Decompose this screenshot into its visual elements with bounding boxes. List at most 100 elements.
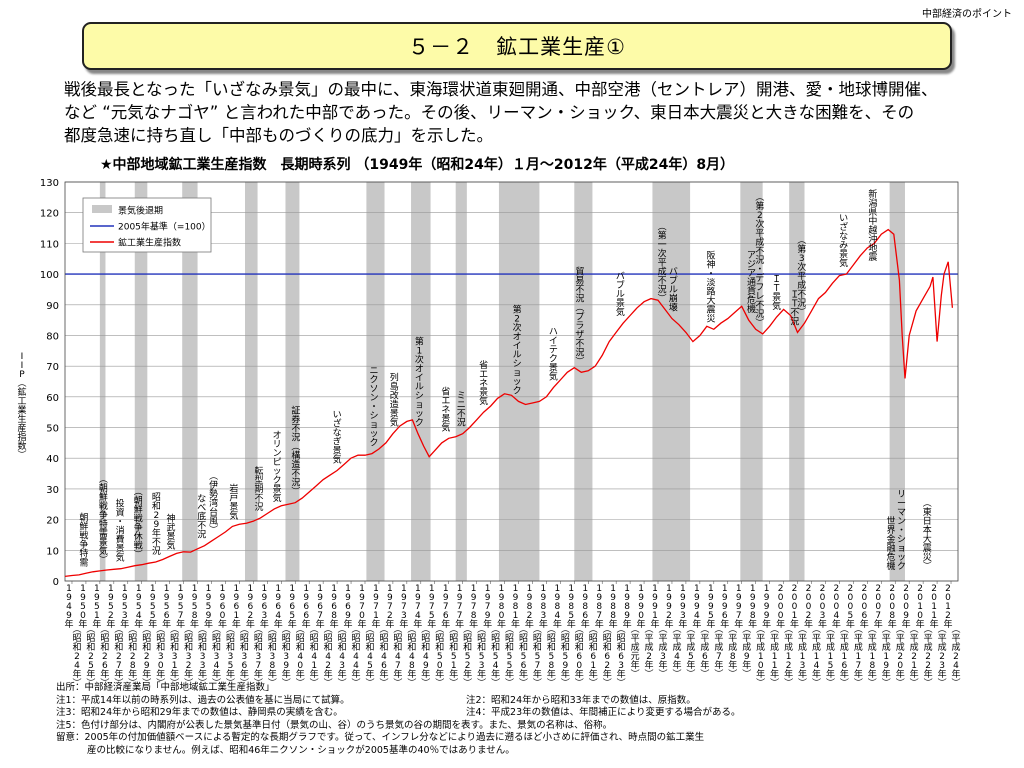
annotation-label-char: 第 [755, 200, 764, 212]
y-tick-label: 50 [46, 424, 59, 435]
annotation-label-char: 淡 [707, 277, 716, 288]
annotation-label-char: 景 [772, 292, 781, 303]
x-tick-era-char: 平 [896, 633, 905, 644]
x-tick-era-char: 平 [952, 633, 961, 644]
x-tick-year-char: 0 [847, 602, 853, 612]
annotation-label-char: い [333, 411, 342, 421]
x-tick-era-char: 8 [549, 661, 555, 671]
x-tick-year-char: 4 [415, 611, 421, 621]
x-tick-era-char: 3 [618, 661, 624, 671]
x-tick-era-char: ︶ [938, 678, 947, 682]
x-tick-era-char: 年 [491, 668, 500, 680]
x-tick-era-char: ︵ [519, 625, 528, 635]
x-tick-era-char: ︵ [798, 625, 807, 635]
x-tick-era-char: 0 [897, 661, 903, 671]
annotation-label-char: 伊 [209, 479, 218, 491]
x-tick-era-char: ︶ [798, 678, 807, 682]
annotation-label-char: 不 [457, 409, 466, 420]
annotation-label-char: 証 [291, 405, 300, 417]
x-tick-era-char: 成 [631, 641, 640, 653]
x-tick-era-char: ︶ [379, 678, 388, 682]
x-tick-era-char: 年 [324, 668, 333, 680]
annotation-label-char: ・ [755, 265, 764, 275]
annotation-label-char: 路 [707, 285, 716, 297]
x-tick-year-char: 1 [917, 602, 923, 612]
x-tick-era-char: 1 [772, 652, 778, 662]
x-tick-era-char: ︵ [491, 625, 500, 635]
x-tick-year-char: 4 [694, 611, 700, 621]
x-tick-era-char: 和 [519, 642, 528, 653]
annotation-label-char: 通 [747, 277, 756, 288]
x-tick-year-char: 2 [945, 584, 951, 594]
annotation-label-char: 戸 [229, 492, 238, 503]
x-tick-year-char: 9 [527, 593, 533, 603]
x-tick-era-char: 平 [728, 633, 737, 644]
x-tick-era-char: 和 [310, 642, 319, 653]
x-tick-year-char: 0 [499, 611, 505, 621]
annotation-label-char: ザ [575, 329, 584, 340]
x-tick-year-char: 1 [582, 584, 588, 594]
annotation-label-char: 争 [99, 509, 108, 521]
x-tick-year-char: 4 [136, 611, 142, 621]
annotation-label-char: 気 [99, 545, 108, 557]
x-tick-year-char: 5 [136, 602, 142, 612]
x-tick-era-char: 年 [826, 668, 835, 680]
annotation-label-char: 気 [116, 552, 125, 564]
x-tick-era-char: 昭 [561, 633, 570, 644]
annotation-label-char: 危 [747, 294, 756, 306]
x-tick-year-char: 年 [316, 618, 325, 630]
x-tick-year-char: 年 [930, 618, 939, 630]
x-tick-era-char: ︶ [645, 669, 654, 680]
x-tick-era-char: 平 [798, 633, 807, 644]
x-tick-era-char: ︶ [840, 678, 849, 682]
x-tick-year-char: 年 [553, 618, 562, 630]
page-title-box: ５－２ 鉱工業生産① [82, 22, 952, 70]
x-tick-year-char: 9 [331, 593, 337, 603]
x-tick-era-char: 7 [855, 661, 861, 671]
x-tick-year-char: 2 [778, 584, 784, 594]
x-tick-year-char: 9 [289, 593, 295, 603]
x-tick-era-char: 昭 [282, 633, 291, 644]
x-tick-era-char: 平 [854, 633, 863, 644]
y-axis-label-char: 鉱 [17, 386, 26, 398]
annotation-label: いざなみ景気 [839, 214, 848, 269]
x-tick-era-char: 和 [240, 642, 249, 653]
x-tick-era-char: ︵ [72, 625, 81, 635]
annotation-label-char: 資 [116, 507, 125, 519]
recession-band [789, 182, 805, 581]
x-tick-year-char: 8 [582, 602, 588, 612]
x-tick-era-char: ︵ [421, 625, 430, 635]
x-tick-era-char: ︶ [212, 678, 221, 682]
x-tick-year-char: 2 [108, 611, 114, 621]
x-tick-year-char: 年 [232, 618, 241, 630]
x-tick-year-char: 1 [527, 584, 533, 594]
x-tick-year-char: 8 [554, 602, 560, 612]
x-tick-year-char: 1 [387, 584, 393, 594]
x-tick-year-char: 2 [889, 584, 895, 594]
annotation-label-char: シ [897, 535, 906, 545]
annotation-label-char: ア [747, 251, 756, 261]
x-tick-year-char: 0 [917, 611, 923, 621]
x-tick-year-char: 6 [345, 602, 351, 612]
annotation-label-char: 武 [167, 521, 176, 533]
x-tick-year-char: 0 [903, 593, 909, 603]
annotation-label-char: 特 [99, 518, 108, 530]
x-tick-era-char: ︶ [198, 678, 207, 682]
x-tick-era-char: 和 [296, 642, 305, 653]
x-tick-era-char: 7 [535, 661, 541, 671]
x-tick-era-char: 成 [770, 641, 779, 653]
annotation-label-char: 世 [887, 515, 896, 527]
x-tick-era-char: 4 [814, 661, 820, 671]
x-tick-year-char: 1 [331, 584, 337, 594]
annotation-label-char: ッ [415, 410, 424, 420]
